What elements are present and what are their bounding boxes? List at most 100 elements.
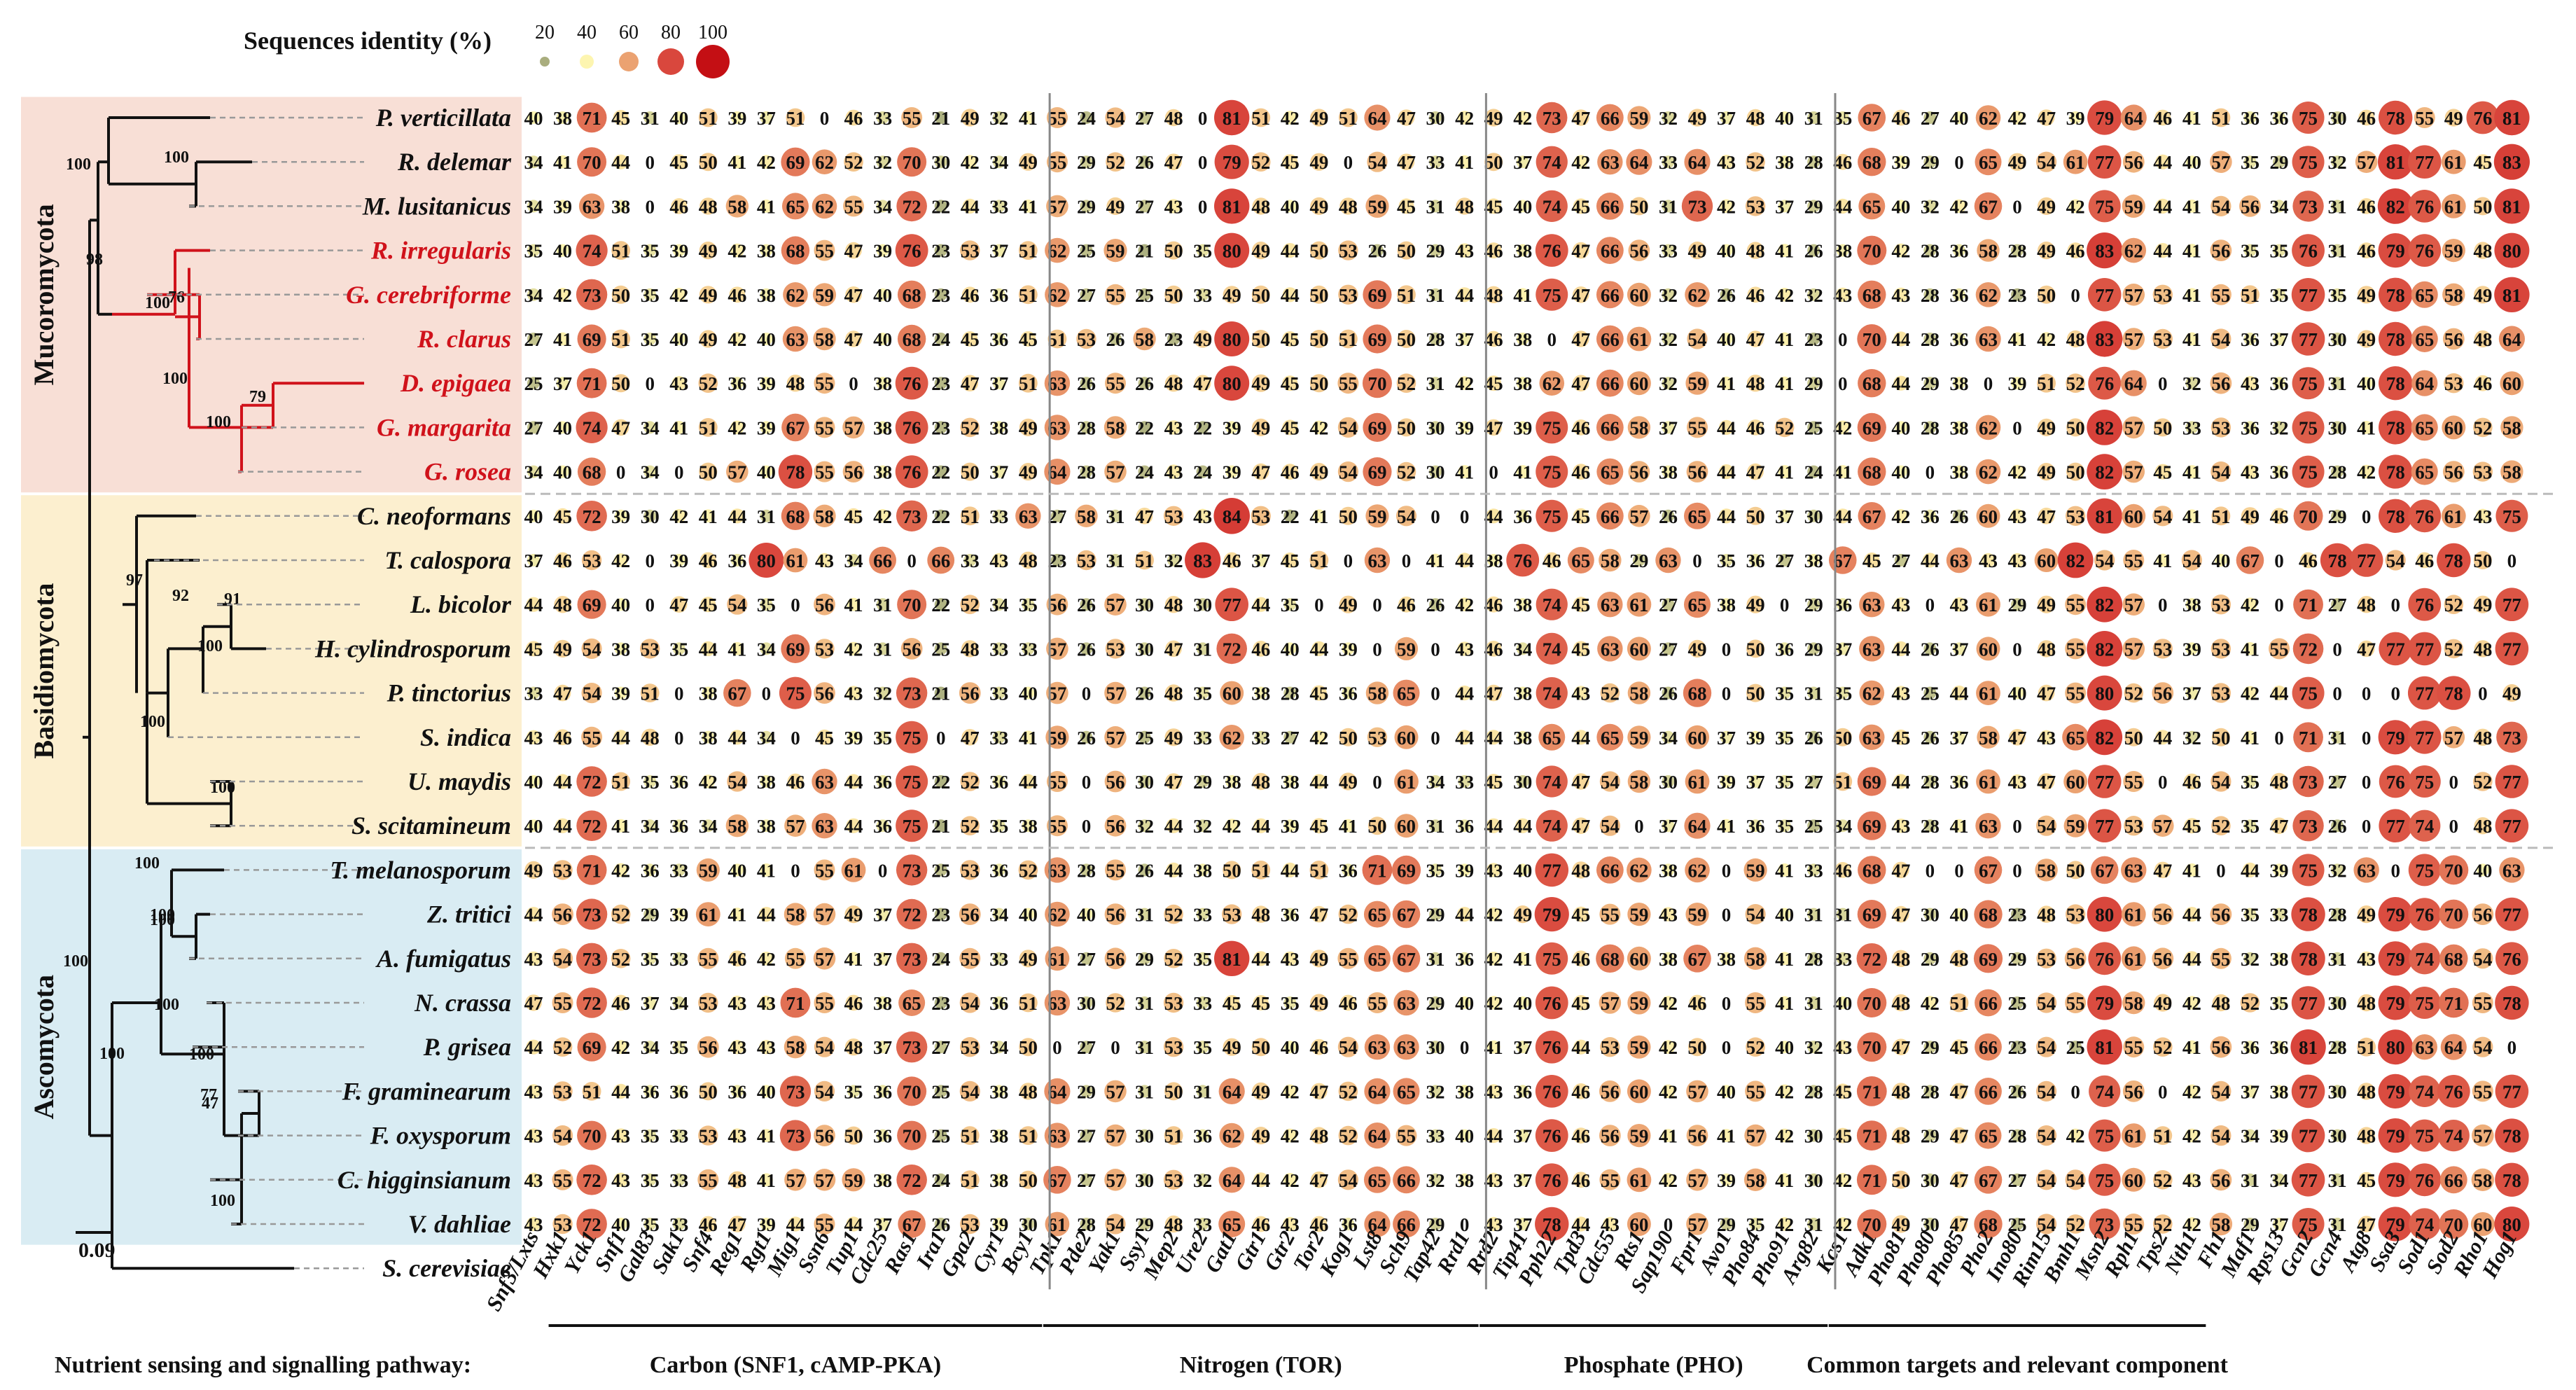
identity-value: 51 [1019,1126,1038,1147]
identity-value: 62 [815,196,834,217]
identity-value: 79 [2386,1170,2405,1191]
species-label: V. dahliae [408,1210,511,1238]
identity-value: 43 [2241,462,2260,483]
identity-value: 31 [1426,196,1445,217]
identity-value: 77 [2502,816,2521,837]
identity-value: 37 [989,462,1008,483]
identity-value: 75 [2415,772,2434,793]
identity-value: 37 [1717,108,1736,129]
identity-value: 48 [2473,329,2492,350]
identity-value: 52 [1339,1081,1358,1102]
identity-value: 42 [2241,683,2260,704]
identity-cell [1745,196,1766,216]
identity-cell [1458,155,1472,169]
identity-cell [1339,108,1358,127]
identity-value: 62 [1688,860,1707,881]
identity-value: 44 [524,1037,543,1058]
identity-value: 44 [1949,683,1968,704]
identity-value: 25 [931,860,950,881]
identity-value: 44 [1281,860,1300,881]
identity-value: 54 [815,1081,834,1102]
identity-value: 80 [2095,905,2114,926]
identity-value: 46 [2182,772,2201,793]
identity-value: 48 [2211,993,2230,1014]
identity-value: 72 [583,1170,601,1191]
identity-value: 44 [1833,196,1852,217]
identity-value: 38 [1775,152,1794,173]
identity-value: 40 [553,241,572,262]
identity-value: 37 [1775,506,1794,527]
identity-value: 30 [2328,993,2347,1014]
group-label: Phosphate (PHO) [1564,1352,1743,1378]
identity-value: 0 [2390,860,2400,881]
identity-value: 76 [903,373,921,394]
identity-value: 55 [1367,993,1386,1014]
identity-value: 23 [2008,905,2027,926]
identity-value: 29 [1804,373,1823,394]
identity-value: 50 [1223,860,1241,881]
identity-value: 64 [1367,108,1386,129]
identity-value: 55 [2066,993,2085,1014]
identity-value: 37 [873,949,892,970]
identity-value: 46 [1746,417,1765,438]
bootstrap-label: 100 [154,996,179,1014]
identity-value: 52 [2444,595,2463,616]
identity-cell [1310,109,1328,127]
identity-value: 77 [1223,595,1241,616]
identity-value: 48 [844,1037,863,1058]
identity-value: 44 [1251,1170,1270,1191]
identity-value: 35 [1426,860,1445,881]
identity-value: 79 [2386,1126,2405,1147]
identity-value: 68 [1863,860,1881,881]
identity-value: 39 [2270,1126,2289,1147]
identity-cell [527,244,540,257]
identity-value: 53 [553,860,572,881]
identity-value: 58 [1629,683,1648,704]
identity-value: 63 [815,772,834,793]
identity-value: 34 [2270,1170,2289,1191]
identity-cell [2379,100,2413,135]
identity-value: 43 [727,1126,746,1147]
identity-value: 33 [1193,285,1212,306]
identity-value: 48 [641,728,660,749]
identity-value: 54 [1746,905,1765,926]
identity-value: 54 [2037,152,2056,173]
identity-value: 26 [1077,728,1096,749]
identity-value: 41 [1309,506,1328,527]
identity-value: 28 [1921,1081,1940,1102]
identity-value: 29 [1193,772,1212,793]
identity-value: 29 [2008,595,2027,616]
identity-value: 75 [2095,1126,2114,1147]
identity-value: 54 [2095,550,2114,571]
identity-value: 57 [1629,506,1648,527]
identity-value: 48 [2270,772,2289,793]
identity-value: 50 [1164,241,1183,262]
identity-value: 78 [2386,108,2405,129]
identity-value: 54 [2153,506,2172,527]
identity-value: 47 [1571,772,1590,793]
identity-value: 41 [1775,993,1794,1014]
phylum-label: Mucoromycota [28,204,60,385]
identity-value: 28 [1921,417,1940,438]
identity-value: 72 [1863,949,1881,970]
identity-value: 46 [727,949,746,970]
identity-value: 76 [903,417,921,438]
identity-value: 68 [1863,373,1881,394]
identity-cell [1106,197,1125,215]
identity-value: 38 [1251,683,1270,704]
identity-value: 39 [757,417,776,438]
identity-value: 67 [1863,506,1881,527]
identity-value: 76 [1543,993,1561,1014]
species-label: P. tinctorius [387,679,511,707]
identity-value: 54 [1339,462,1358,483]
identity-value: 58 [1979,728,1998,749]
identity-value: 33 [1426,152,1445,173]
identity-value: 47 [961,373,980,394]
identity-value: 24 [1804,462,1823,483]
identity-value: 42 [1309,417,1328,438]
identity-value: 36 [727,373,746,394]
identity-value: 75 [2095,196,2114,217]
identity-value: 35 [669,639,688,660]
identity-value: 0 [1198,108,1208,129]
identity-value: 49 [2473,595,2492,616]
